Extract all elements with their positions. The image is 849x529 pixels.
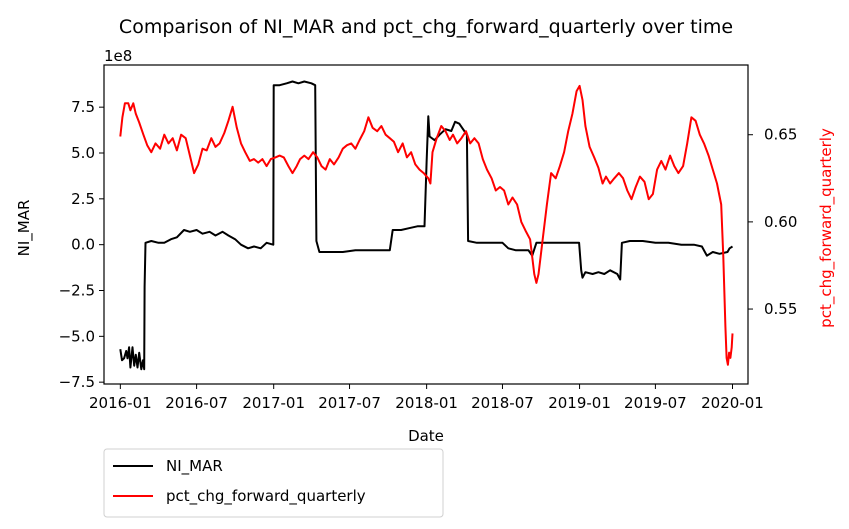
y-left-tick-label: 0.0	[71, 236, 95, 254]
y-right-tick-label: 0.55	[764, 300, 797, 318]
series-layer	[119, 80, 734, 371]
legend: NI_MAR pct_chg_forward_quarterly	[103, 448, 444, 518]
legend-label-pct-chg: pct_chg_forward_quarterly	[166, 487, 366, 506]
x-tick-label: 2019-07	[624, 394, 687, 412]
y-left-tick-label: −5.0	[59, 327, 95, 345]
x-axis-label: Date	[408, 427, 444, 445]
x-tick-label: 2018-01	[395, 394, 458, 412]
y-axis-left-label: NI_MAR	[15, 200, 34, 257]
y-axis-left: −7.5 −5.0 −2.5 0.0 2.5 5.0 7.5	[59, 98, 104, 391]
x-tick-label: 2016-01	[89, 394, 152, 412]
y-left-tick-label: 5.0	[71, 144, 95, 162]
y-right-tick-label: 0.65	[764, 126, 797, 144]
legend-label-ni-mar: NI_MAR	[166, 457, 223, 476]
y-left-tick-label: 2.5	[71, 190, 95, 208]
x-axis: 2016-01 2016-07 2017-01 2017-07 2018-01 2018-…	[89, 384, 764, 412]
y-axis-right-label: pct_chg_forward_quarterly	[817, 128, 836, 328]
y-left-tick-label: −7.5	[59, 373, 95, 391]
x-tick-label: 2020-01	[701, 394, 764, 412]
x-tick-label: 2017-07	[318, 394, 381, 412]
x-tick-label: 2017-01	[242, 394, 305, 412]
legend-frame	[103, 448, 444, 518]
x-tick-label: 2019-01	[548, 394, 611, 412]
y-left-tick-label: −2.5	[59, 282, 95, 300]
plot-frame	[103, 64, 749, 385]
left-axis-offset-text: 1e8	[104, 47, 132, 65]
x-tick-label: 2018-07	[471, 394, 534, 412]
y-right-tick-label: 0.60	[764, 213, 797, 231]
x-tick-label: 2016-07	[165, 394, 228, 412]
series-line-pct-chg-forward-quarterly	[119, 84, 734, 366]
y-left-tick-label: 7.5	[71, 98, 95, 116]
chart-title: Comparison of NI_MAR and pct_chg_forward…	[119, 16, 733, 38]
y-axis-right: 0.55 0.60 0.65	[748, 126, 797, 318]
plot-area	[103, 64, 749, 385]
series-line-ni-mar	[119, 80, 734, 371]
